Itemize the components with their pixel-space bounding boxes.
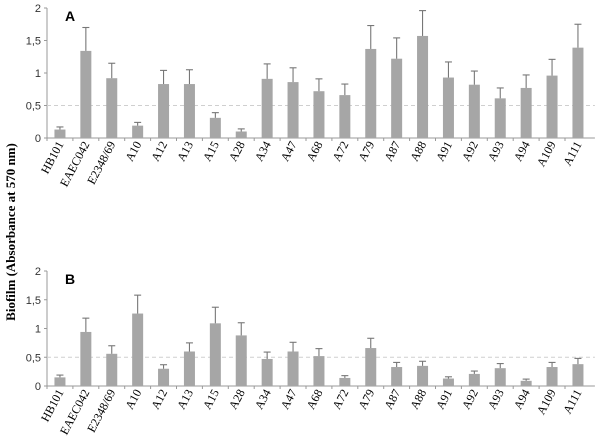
- x-tick-label: A79: [355, 139, 377, 164]
- x-tick-label: A28: [226, 387, 248, 412]
- y-tick-label: 1,5: [26, 295, 41, 307]
- x-tick-label: A47: [278, 139, 300, 164]
- bar: [546, 75, 558, 138]
- bar: [54, 377, 66, 386]
- x-tick-label: A91: [433, 387, 455, 412]
- bar: [520, 87, 532, 138]
- bar: [80, 50, 92, 138]
- bar: [313, 356, 325, 386]
- bar: [442, 378, 454, 386]
- bar: [442, 77, 454, 138]
- bar: [572, 364, 584, 386]
- bar: [261, 358, 273, 386]
- bar: [287, 351, 299, 386]
- x-tick-label: A111: [560, 139, 584, 168]
- x-tick-label: A68: [304, 139, 326, 164]
- x-tick-label: A12: [148, 387, 170, 412]
- y-tick-label: 1: [35, 324, 41, 336]
- bar: [183, 351, 195, 386]
- y-tick-label: 0: [35, 381, 41, 393]
- x-tick-label: A93: [485, 387, 507, 412]
- bar: [546, 367, 558, 386]
- x-tick-label: A28: [226, 139, 248, 164]
- y-tick-label: 0,5: [26, 352, 41, 364]
- y-tick-label: 2: [35, 266, 41, 278]
- x-tick-label: A34: [252, 139, 274, 164]
- bar: [339, 377, 351, 386]
- x-tick-label: A15: [200, 387, 222, 412]
- bar: [209, 323, 221, 386]
- bar: [209, 117, 221, 138]
- bar: [365, 48, 377, 139]
- bar: [572, 47, 584, 138]
- bar: [235, 131, 247, 138]
- x-tick-label: A12: [148, 139, 170, 164]
- x-tick-label: A92: [459, 139, 481, 164]
- y-tick-label: 1,5: [26, 36, 41, 48]
- x-tick-label: A13: [174, 139, 196, 164]
- x-tick-label: A72: [329, 387, 351, 412]
- x-tick-label: A13: [174, 387, 196, 412]
- y-tick-label: 0,5: [26, 101, 41, 113]
- x-tick-label: A109: [534, 139, 559, 169]
- x-tick-label: A10: [122, 387, 144, 412]
- x-tick-label: A15: [200, 139, 222, 164]
- x-tick-label: A34: [252, 387, 274, 412]
- bar: [106, 78, 118, 138]
- bar: [287, 82, 299, 138]
- y-tick-label: 1: [35, 68, 41, 80]
- x-tick-label: A47: [278, 387, 300, 412]
- bar: [417, 35, 429, 139]
- bar: [468, 84, 480, 138]
- x-tick-label: A111: [560, 387, 584, 416]
- bar: [339, 95, 351, 138]
- bar: [54, 129, 66, 138]
- x-tick-label: A94: [511, 387, 533, 412]
- x-tick-label: A88: [407, 387, 429, 412]
- bar: [313, 91, 325, 138]
- bar: [80, 331, 92, 386]
- bar: [391, 367, 403, 386]
- bar: [417, 365, 429, 386]
- bar: [468, 373, 480, 386]
- x-tick-label: A87: [381, 139, 403, 164]
- x-tick-label: A94: [511, 139, 533, 164]
- x-tick-label: A91: [433, 139, 455, 164]
- bar: [494, 98, 506, 138]
- bar: [494, 368, 506, 386]
- bar: [132, 313, 144, 386]
- x-tick-label: A92: [459, 387, 481, 412]
- x-tick-label: A79: [355, 387, 377, 412]
- bar: [235, 335, 247, 386]
- x-tick-label: A10: [122, 139, 144, 164]
- bar: [391, 58, 403, 139]
- y-tick-label: 2: [35, 3, 41, 15]
- bar: [158, 368, 170, 386]
- bar: [261, 78, 273, 138]
- x-tick-label: A88: [407, 139, 429, 164]
- x-tick-label: A87: [381, 387, 403, 412]
- panel-letter: B: [65, 271, 75, 287]
- x-tick-label: A68: [304, 387, 326, 412]
- bar: [158, 84, 170, 138]
- x-tick-label: A72: [329, 139, 351, 164]
- x-tick-label: A93: [485, 139, 507, 164]
- bar: [520, 380, 532, 386]
- bar: [106, 353, 118, 386]
- bar: [365, 348, 377, 386]
- y-tick-label: 0: [35, 133, 41, 145]
- bar: [132, 125, 144, 138]
- bar: [183, 84, 195, 138]
- panel-letter: A: [65, 8, 75, 24]
- x-tick-label: A109: [534, 387, 559, 417]
- y-axis-title: Biofilm (Absorbance at 570 nm): [3, 143, 18, 321]
